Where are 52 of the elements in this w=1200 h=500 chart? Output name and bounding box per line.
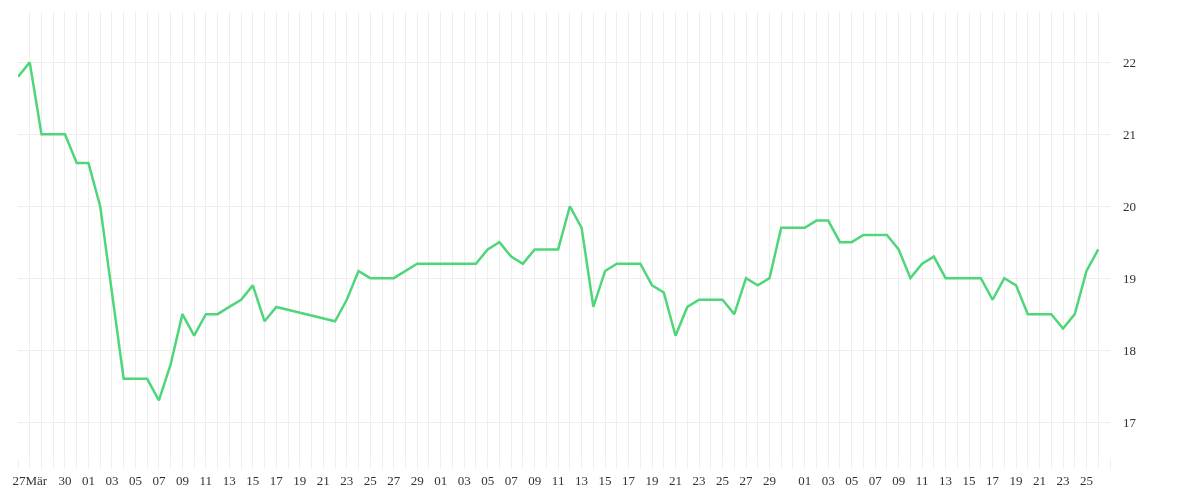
x-tick-label: 17	[622, 472, 636, 488]
x-tick-label: 29	[762, 472, 776, 488]
x-tick-label: 11	[915, 472, 929, 488]
y-tick-label: 22	[1123, 54, 1136, 70]
y-tick-label: 19	[1123, 270, 1136, 286]
x-tick-label: 23	[340, 472, 354, 488]
x-tick-label: 07	[152, 472, 166, 488]
x-tick-label: 21	[316, 472, 330, 488]
x-tick-label: 15	[962, 472, 976, 488]
x-tick-label: 19	[293, 472, 307, 488]
x-tick-label: 03	[457, 472, 471, 488]
x-tick-label: 23	[692, 472, 706, 488]
x-tick-label: 03	[105, 472, 119, 488]
x-tick-label: 13	[575, 472, 589, 488]
x-tick-label: 01	[798, 472, 812, 488]
x-tick-label: 07	[868, 472, 883, 488]
y-tick-label: 18	[1123, 342, 1136, 358]
x-tick-label: 25	[363, 472, 377, 488]
x-tick-label: 09	[892, 472, 906, 488]
x-tick-label: 13	[939, 472, 953, 488]
x-tick-label: 19	[645, 472, 659, 488]
x-tick-label: 21	[669, 472, 683, 488]
y-tick-label: 20	[1123, 198, 1136, 214]
x-tick-label: 09	[528, 472, 542, 488]
y-tick-label: 17	[1123, 414, 1137, 430]
x-tick-label: 11	[551, 472, 565, 488]
x-tick-label: 15	[598, 472, 612, 488]
x-tick-label: 05	[128, 472, 142, 488]
x-tick-label: 27	[387, 472, 401, 488]
x-tick-label: 30	[58, 472, 72, 488]
x-tick-label: 25	[1080, 472, 1094, 488]
x-tick-label: 23	[1056, 472, 1070, 488]
x-tick-label: 27	[739, 472, 753, 488]
line-series	[18, 61, 1100, 402]
x-tick-label: 21	[1033, 472, 1047, 488]
x-tick-label: 03	[821, 472, 835, 488]
x-tick-label: 05	[481, 472, 495, 488]
x-tick-label: 17	[986, 472, 1000, 488]
x-tick-label: 09	[175, 472, 189, 488]
x-tick-label: 15	[246, 472, 260, 488]
y-tick-label: 21	[1123, 126, 1136, 142]
x-tick-label: 19	[1009, 472, 1023, 488]
x-tick-label: 25	[716, 472, 730, 488]
x-tick-label: 17	[269, 472, 284, 488]
x-tick-label: 13	[222, 472, 236, 488]
x-tick-label: 29	[410, 472, 424, 488]
x-tick-label: 07	[504, 472, 519, 488]
x-tick-label: 05	[845, 472, 859, 488]
x-tick-label: 01	[81, 472, 95, 488]
x-tick-label: 11	[199, 472, 213, 488]
x-tick-label: 27Mär	[12, 472, 48, 488]
x-tick-label: 01	[434, 472, 448, 488]
